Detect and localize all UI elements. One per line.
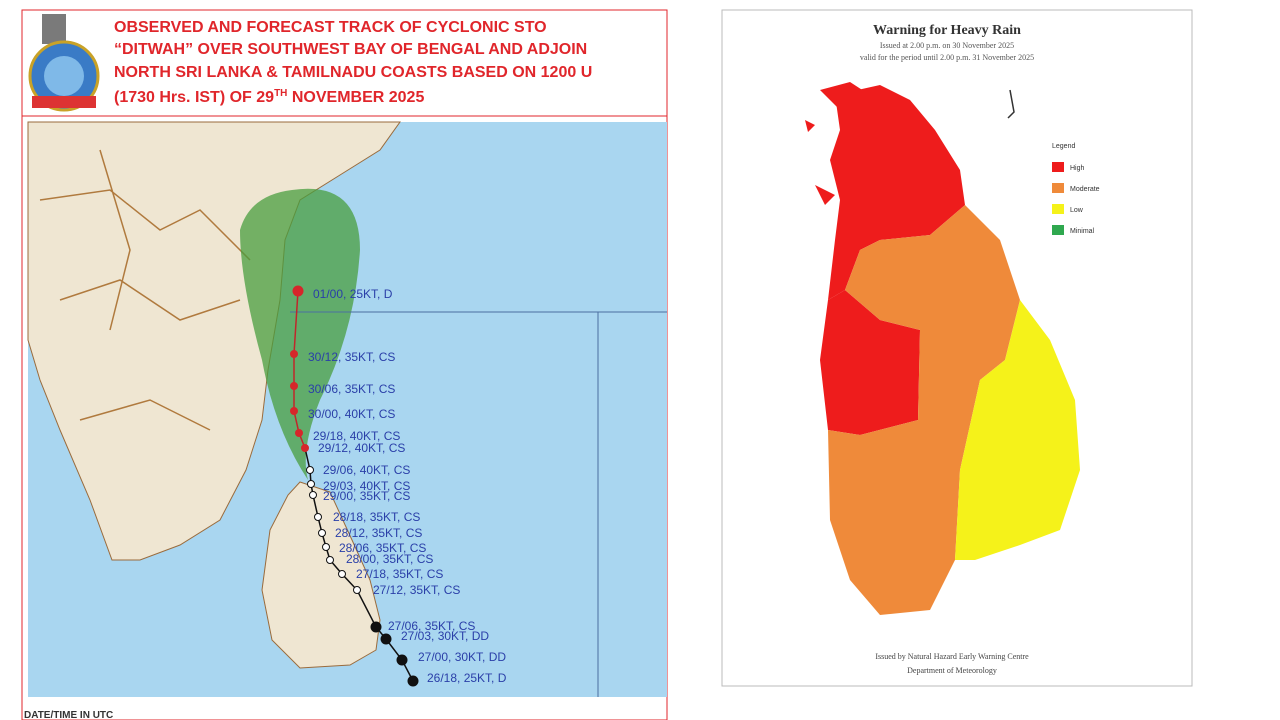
emblem xyxy=(28,14,100,112)
track-label: 01/00, 25KT, D xyxy=(313,287,393,301)
title-line: OBSERVED AND FORECAST TRACK OF CYCLONIC … xyxy=(114,19,547,36)
track-label: 30/00, 40KT, CS xyxy=(308,407,395,421)
track-map xyxy=(27,121,667,697)
track-point xyxy=(318,529,326,537)
legend-swatch xyxy=(1052,162,1064,172)
rain-footer: Department of Meteorology xyxy=(907,666,997,675)
track-label: 28/18, 35KT, CS xyxy=(333,510,420,524)
legend-label: Moderate xyxy=(1070,186,1100,193)
track-label: 29/12, 40KT, CS xyxy=(318,441,405,455)
track-point xyxy=(380,633,392,645)
rain-subtitle: valid for the period until 2.00 p.m. 31 … xyxy=(860,53,1034,62)
track-point xyxy=(309,491,317,499)
legend-swatch xyxy=(1052,204,1064,214)
track-point xyxy=(322,543,330,551)
legend-title: Legend xyxy=(1052,143,1075,150)
track-point xyxy=(301,444,309,452)
title-text: NOVEMBER 2025 xyxy=(287,89,424,106)
track-point xyxy=(290,350,298,358)
track-point xyxy=(326,556,334,564)
track-point xyxy=(292,285,304,297)
legend-label: Low xyxy=(1070,207,1084,214)
track-label: 28/12, 35KT, CS xyxy=(335,526,422,540)
title-line: “DITWAH” OVER SOUTHWEST BAY OF BENGAL AN… xyxy=(114,41,587,58)
track-point xyxy=(396,654,408,666)
track-label: 29/18, 40KT, CS xyxy=(313,429,400,443)
track-point xyxy=(370,621,382,633)
track-label: 27/03, 30KT, DD xyxy=(401,629,489,643)
track-point xyxy=(353,586,361,594)
legend-swatch xyxy=(1052,225,1064,235)
track-point xyxy=(338,570,346,578)
legend-swatch xyxy=(1052,183,1064,193)
track-label: 27/18, 35KT, CS xyxy=(356,567,443,581)
track-label: 28/00, 35KT, CS xyxy=(346,552,433,566)
track-point xyxy=(407,675,419,687)
track-label: 29/06, 40KT, CS xyxy=(323,463,410,477)
track-point xyxy=(314,513,322,521)
track-point xyxy=(290,382,298,390)
rain-subtitle: Issued at 2.00 p.m. on 30 November 2025 xyxy=(880,41,1014,50)
track-point xyxy=(295,429,303,437)
rain-title: Warning for Heavy Rain xyxy=(873,23,1021,38)
track-label: 29/03, 40KT, CS xyxy=(323,479,410,493)
title-line: (1730 Hrs. IST) OF 29TH NOVEMBER 2025 xyxy=(114,88,424,106)
track-label: 26/18, 25KT, D xyxy=(427,671,507,685)
title-line: NORTH SRI LANKA & TAMILNADU COASTS BASED… xyxy=(114,64,592,81)
legend-label: Minimal xyxy=(1070,228,1095,235)
track-label: 27/06, 35KT, CS xyxy=(388,619,475,633)
track-point xyxy=(290,407,298,415)
footer-text: DATE/TIME IN UTC xyxy=(24,710,113,720)
track-label: 27/00, 30KT, DD xyxy=(418,650,506,664)
rain-map xyxy=(805,82,1080,615)
legend: High Moderate Low Minimal xyxy=(1052,162,1100,235)
track-label: 30/06, 35KT, CS xyxy=(308,382,395,396)
title-sup: TH xyxy=(274,88,287,99)
cyclone-track: 01/00, 25KT, D 30/12, 35KT, CS 30/06, 35KT… xyxy=(290,285,507,687)
rain-footer: Issued by Natural Hazard Early Warning C… xyxy=(875,652,1029,661)
track-label: 27/12, 35KT, CS xyxy=(373,583,460,597)
track-label: 29/00, 35KT, CS xyxy=(323,489,410,503)
track-point xyxy=(307,480,315,488)
track-label: 30/12, 35KT, CS xyxy=(308,350,395,364)
track-point xyxy=(306,466,314,474)
track-label: 28/06, 35KT, CS xyxy=(339,541,426,555)
title-text: (1730 Hrs. IST) OF 29 xyxy=(114,89,274,106)
legend-label: High xyxy=(1070,165,1085,172)
